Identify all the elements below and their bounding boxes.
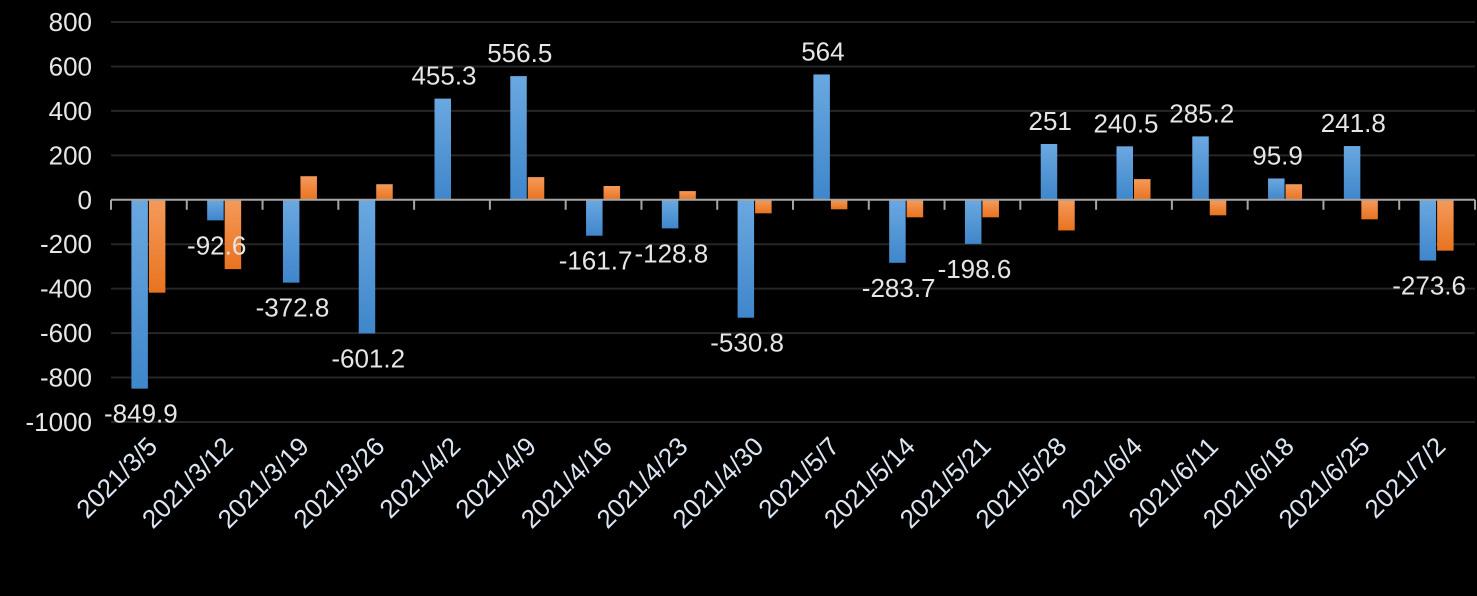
bar-series-1: [1116, 146, 1133, 200]
bar-series-2: [1437, 199, 1454, 251]
y-tick-label: 800: [49, 7, 92, 37]
bar-series-1: [661, 199, 679, 229]
bar-series-1: [1040, 144, 1058, 200]
data-label: -273.6: [1392, 271, 1466, 301]
bar-series-1: [586, 199, 603, 236]
bar-series-2: [906, 199, 924, 218]
data-label: 251: [1029, 106, 1072, 136]
data-label: 240.5: [1093, 108, 1158, 138]
bar-series-2: [1209, 199, 1227, 216]
bar-series-1: [1343, 146, 1361, 200]
bar-series-2: [603, 186, 621, 200]
bar-series-1: [1419, 199, 1437, 261]
x-tick-label: 2021/4/2: [373, 431, 466, 524]
bar-series-1: [1192, 136, 1209, 200]
bar-series-2: [224, 199, 242, 270]
data-labels: -849.9-92.6-372.8-601.2455.3556.5-161.7-…: [104, 36, 1466, 428]
data-label: -161.7: [559, 246, 633, 276]
data-label: -283.7: [862, 273, 936, 303]
bar-series-2: [148, 199, 166, 293]
data-label: 564: [801, 36, 844, 66]
x-axis-tick-labels: 2021/3/52021/3/122021/3/192021/3/262021/…: [70, 431, 1451, 534]
bar-series-2: [1058, 199, 1075, 231]
data-label: 95.9: [1252, 140, 1303, 170]
data-label: -372.8: [256, 293, 330, 323]
bar-series-1: [510, 76, 527, 200]
bars: [131, 74, 1454, 389]
data-label: 285.2: [1169, 98, 1234, 128]
bar-series-2: [1285, 184, 1303, 200]
gridlines: [111, 21, 1475, 423]
bar-series-1: [282, 199, 300, 283]
data-label: 241.8: [1321, 108, 1386, 138]
bar-series-1: [358, 199, 376, 334]
bar-series-1: [889, 199, 906, 263]
bar-series-1: [1268, 178, 1285, 200]
x-axis: [110, 198, 1476, 210]
bar-series-2: [830, 199, 848, 210]
bar-series-2: [527, 177, 545, 200]
bar-series-2: [982, 199, 999, 218]
bar-series-1: [207, 199, 224, 221]
data-label: -92.6: [187, 230, 246, 260]
bar-series-2: [1134, 179, 1151, 200]
bar-series-1: [813, 74, 830, 200]
data-label: 455.3: [411, 61, 476, 91]
y-tick-label: 200: [49, 140, 92, 170]
bar-series-1: [964, 199, 982, 244]
bar-series-2: [300, 176, 317, 200]
y-tick-label: 0: [78, 185, 92, 215]
x-tick-label: 2021/7/2: [1359, 431, 1452, 524]
y-axis-tick-labels: 800 600 400 200 0 -200 -400 -600 -800 -1000: [26, 7, 93, 437]
y-tick-label: -600: [40, 318, 92, 348]
y-tick-label: 600: [49, 51, 92, 81]
data-label: -849.9: [104, 399, 178, 429]
data-label: -601.2: [331, 343, 405, 373]
data-label: -128.8: [634, 238, 708, 268]
y-tick-label: -200: [40, 229, 92, 259]
bar-series-1: [434, 98, 451, 200]
bar-series-1: [131, 199, 148, 389]
data-label: 556.5: [487, 38, 552, 68]
y-tick-label: -1000: [26, 407, 93, 437]
y-tick-label: 400: [49, 96, 92, 126]
bar-series-2: [1361, 199, 1378, 220]
data-label: -198.6: [938, 254, 1012, 284]
bar-series-2: [679, 191, 696, 200]
data-label: -530.8: [710, 328, 784, 358]
bar-series-1: [737, 199, 755, 318]
y-tick-label: -800: [40, 363, 92, 393]
bar-series-2: [376, 184, 393, 200]
y-tick-label: -400: [40, 274, 92, 304]
bar-series-2: [755, 199, 772, 214]
